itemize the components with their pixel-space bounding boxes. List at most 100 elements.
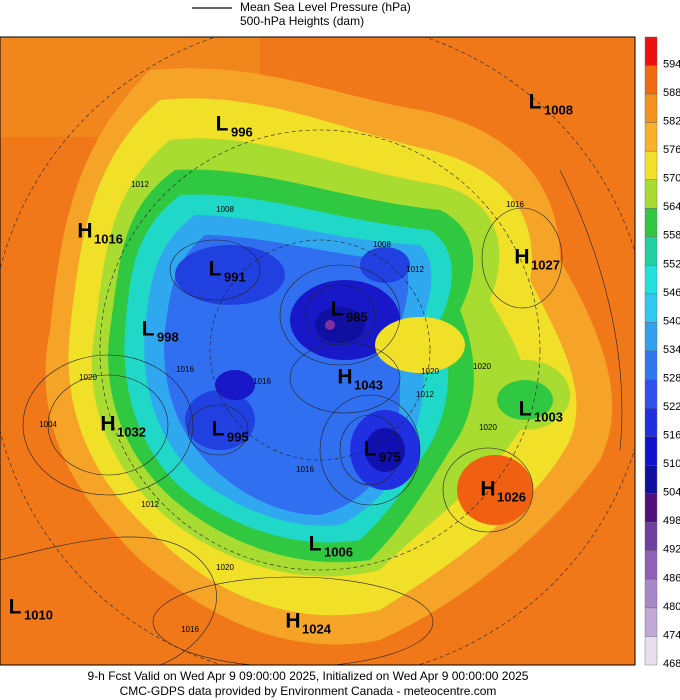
colorbar-swatch xyxy=(644,265,658,295)
colorbar-label: 528 xyxy=(663,372,680,384)
legend-heights: 500-hPa Heights (dam) xyxy=(240,14,364,28)
colorbar-swatch xyxy=(644,322,658,352)
pressure-center-value: 1032 xyxy=(117,424,146,439)
map-lines xyxy=(0,37,635,665)
pressure-center-letter: L xyxy=(529,91,542,114)
pressure-center-letter: L xyxy=(142,318,155,341)
pressure-center-value: 1006 xyxy=(324,544,353,559)
pressure-center-letter: L xyxy=(364,438,377,461)
colorbar-swatch xyxy=(644,65,658,95)
colorbar-swatch xyxy=(644,179,658,209)
colorbar-label: 582 xyxy=(663,116,680,128)
isobar-label: 1012 xyxy=(141,500,159,509)
pressure-center-value: 1010 xyxy=(24,607,53,622)
pressure-center-letter: L xyxy=(212,418,225,441)
colorbar-label: 474 xyxy=(663,629,680,641)
colorbar-swatch xyxy=(644,122,658,152)
colorbar-label: 594 xyxy=(663,58,680,70)
pressure-center-letter: L xyxy=(209,258,222,281)
colorbar-swatch xyxy=(644,150,658,180)
colorbar-label: 564 xyxy=(663,201,680,213)
isobar-label: 1020 xyxy=(421,367,439,376)
isobar-label: 1020 xyxy=(479,423,497,432)
pressure-center-letter: H xyxy=(514,246,529,269)
colorbar-swatch xyxy=(644,379,658,409)
isobar-label: 1016 xyxy=(253,377,271,386)
pressure-center-letter: H xyxy=(480,478,495,501)
colorbar-label: 480 xyxy=(663,601,680,613)
colorbar-label: 552 xyxy=(663,258,680,270)
colorbar-swatch xyxy=(644,579,658,609)
pressure-center-value: 1024 xyxy=(302,621,332,636)
colorbar-label: 546 xyxy=(663,287,680,299)
footer-valid: 9-h Fcst Valid on Wed Apr 9 09:00:00 202… xyxy=(88,669,529,683)
pressure-center-value: 1003 xyxy=(534,409,563,424)
colorbar-swatch xyxy=(644,350,658,380)
colorbar-label: 516 xyxy=(663,430,680,442)
colorbar-swatch xyxy=(644,607,658,637)
isobar-label: 1012 xyxy=(131,180,149,189)
isobar-label: 1004 xyxy=(39,420,57,429)
pressure-center-value: 995 xyxy=(227,429,249,444)
isobar-label: 1016 xyxy=(506,200,524,209)
colorbar-label: 492 xyxy=(663,544,680,556)
colorbar-swatch xyxy=(644,522,658,552)
pressure-center-value: 1008 xyxy=(544,102,573,117)
pressure-center-letter: H xyxy=(77,220,92,243)
isobar-label: 1020 xyxy=(216,563,234,572)
pressure-center-value: 991 xyxy=(224,269,246,284)
map-frame xyxy=(0,36,636,666)
colorbar-swatch xyxy=(644,407,658,437)
colorbar-label: 522 xyxy=(663,401,680,413)
legend-mslp: Mean Sea Level Pressure (hPa) xyxy=(240,0,411,14)
colorbar-swatch xyxy=(644,293,658,323)
colorbar-swatch xyxy=(644,208,658,238)
pressure-center-letter: L xyxy=(519,398,532,421)
isobar-label: 1020 xyxy=(473,362,491,371)
pressure-center-value: 1043 xyxy=(354,377,383,392)
colorbar-label: 510 xyxy=(663,458,680,470)
colorbar-swatch xyxy=(644,464,658,494)
colorbar-label: 570 xyxy=(663,173,680,185)
colorbar-label: 534 xyxy=(663,344,680,356)
pressure-center-letter: H xyxy=(285,610,300,633)
pressure-center-value: 1016 xyxy=(94,231,123,246)
pressure-center-value: 975 xyxy=(379,449,401,464)
colorbar-swatch xyxy=(644,236,658,266)
colorbar-swatch xyxy=(644,93,658,123)
colorbar-label: 576 xyxy=(663,144,680,156)
footer-credit: CMC-GDPS data provided by Environment Ca… xyxy=(120,684,497,698)
map-fill xyxy=(0,37,635,665)
pressure-center-letter: H xyxy=(337,366,352,389)
colorbar-label: 498 xyxy=(663,515,680,527)
isobar-label: 1016 xyxy=(181,625,199,634)
colorbar-swatch xyxy=(644,493,658,523)
isobar-label: 1016 xyxy=(176,365,194,374)
colorbar-swatch xyxy=(644,636,658,666)
pressure-center-letter: L xyxy=(309,533,322,556)
pressure-center-letter: L xyxy=(331,298,344,321)
colorbar-swatch xyxy=(644,550,658,580)
colorbar-label: 588 xyxy=(663,87,680,99)
isobar-label: 1020 xyxy=(79,373,97,382)
isobar-label: 1012 xyxy=(406,265,424,274)
colorbar-label: 504 xyxy=(663,487,680,499)
pressure-center-letter: H xyxy=(100,413,115,436)
isobar-label: 1008 xyxy=(216,205,234,214)
pressure-center-value: 985 xyxy=(346,309,368,324)
colorbar-label: 486 xyxy=(663,572,680,584)
isobar-label: 1012 xyxy=(416,390,434,399)
isobar-label: 1008 xyxy=(373,240,391,249)
colorbar-label: 558 xyxy=(663,230,680,242)
pressure-center-value: 1027 xyxy=(531,257,560,272)
colorbar-swatch xyxy=(644,436,658,466)
colorbar-swatch xyxy=(644,36,658,66)
pressure-center-letter: L xyxy=(216,113,229,136)
colorbar-label: 468 xyxy=(663,658,680,670)
pressure-center-value: 998 xyxy=(157,329,179,344)
isobar-label: 1016 xyxy=(296,465,314,474)
colorbar-label: 540 xyxy=(663,315,680,327)
pressure-center-value: 1026 xyxy=(497,489,526,504)
